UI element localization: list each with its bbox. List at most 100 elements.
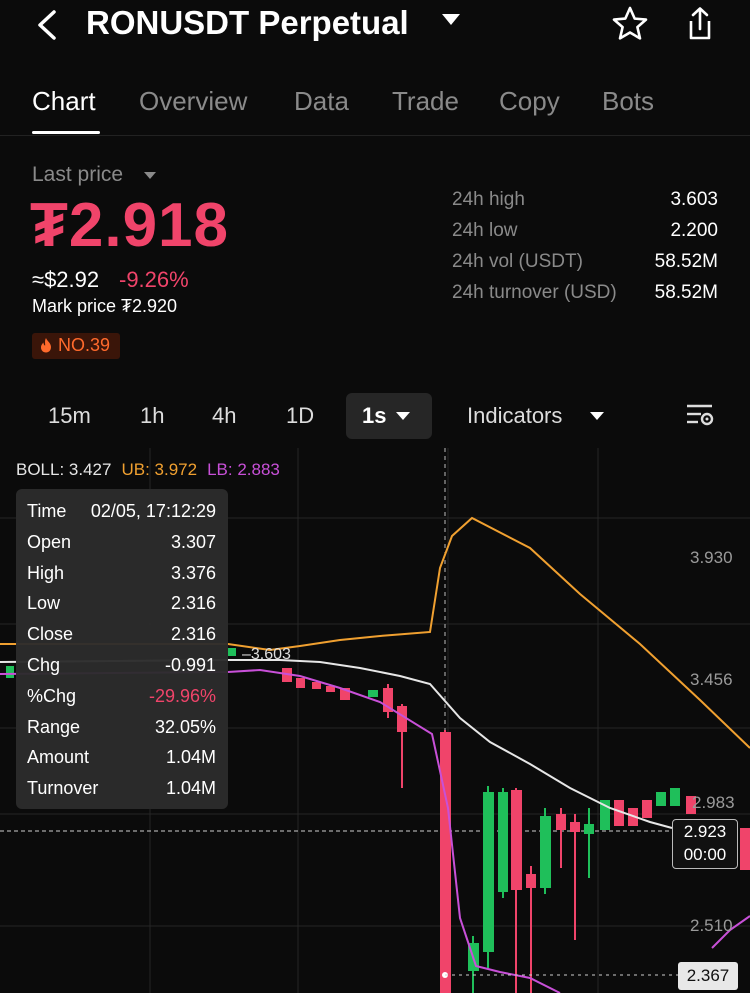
candle: [600, 800, 610, 830]
fire-icon: [40, 335, 52, 356]
tooltip-label: Amount: [27, 747, 90, 768]
tooltip-row: Amount 1.04M: [27, 745, 216, 776]
tooltip-label: Range: [27, 716, 81, 737]
top-bar: RONUSDT Perpetual: [0, 0, 750, 60]
caret-down-icon[interactable]: [144, 172, 156, 179]
candle: [498, 792, 508, 892]
current-price-tag: 2.923 00:00: [672, 819, 738, 869]
tooltip-label: Close: [27, 624, 74, 645]
tooltip-value: 3.376: [170, 562, 216, 583]
candle: [670, 788, 680, 806]
tab-copy[interactable]: Copy: [499, 86, 560, 116]
tooltip-label: High: [27, 562, 65, 583]
candle: [228, 648, 236, 656]
price-axis-label: 2.983: [692, 793, 735, 812]
price-axis-label: 3.456: [690, 670, 733, 689]
ohlc-tooltip: Time 02/05, 17:12:29 Open 3.307 High 3.376 …: [16, 489, 228, 809]
stat-24h-turnover: 24h turnover (USD) 58.52M: [452, 282, 718, 313]
tooltip-value: -29.96%: [148, 685, 216, 706]
active-tab-indicator: [32, 131, 100, 134]
interval-selected-label: 1s: [362, 403, 387, 428]
boll-upper-value: UB: 3.972: [121, 460, 198, 479]
interval-15m[interactable]: 15m: [48, 403, 91, 428]
boll-lower-line: [711, 915, 750, 949]
tab-chart[interactable]: Chart: [32, 86, 96, 116]
caret-down-icon[interactable]: [442, 14, 460, 25]
tooltip-label: Time: [27, 501, 67, 521]
candle: [556, 814, 566, 830]
price-axis-label: 2.510: [690, 916, 733, 935]
candle: [584, 824, 594, 834]
candle: [540, 816, 551, 888]
candles: [6, 648, 750, 993]
tooltip-value: 32.05%: [154, 716, 216, 737]
tooltip-row: Low 2.316: [27, 591, 216, 622]
stat-value: 2.200: [670, 220, 718, 241]
boll-lower-line: [0, 668, 561, 993]
interval-selected[interactable]: 1s: [346, 393, 432, 439]
candle: [656, 792, 666, 806]
candle: [340, 688, 350, 700]
change-percent: -9.26%: [119, 267, 189, 292]
tooltip-row: Close 2.316: [27, 622, 216, 653]
candle-countdown: 00:00: [683, 845, 727, 864]
mark-price: Mark price ₮2.920: [32, 296, 178, 316]
boll-legend: BOLL: 3.427 UB: 3.972 LB: 2.883: [16, 460, 280, 480]
interval-1h[interactable]: 1h: [140, 403, 165, 428]
tab-bots[interactable]: Bots: [602, 86, 655, 116]
boll-lower-value: LB: 2.883: [207, 460, 280, 479]
usd-price: ≈$2.92: [32, 267, 100, 292]
tooltip-label: Open: [27, 531, 72, 552]
candle: [326, 686, 335, 692]
boll-mid-line: [0, 659, 673, 829]
tooltip-value: 3.307: [170, 531, 216, 552]
boll-mid-value: BOLL: 3.427: [16, 460, 112, 479]
ticker-stats: 24h high 3.603 24h low 2.200 24h vol (US…: [452, 189, 718, 313]
tooltip-row: Time 02/05, 17:12:29: [27, 499, 216, 530]
stat-value: 58.52M: [654, 251, 718, 272]
tab-data[interactable]: Data: [294, 86, 349, 116]
chevron-left-icon[interactable]: [34, 8, 60, 51]
interval-bar: 15m 1h 4h 1D 1s Indicators: [0, 393, 750, 441]
star-icon[interactable]: [610, 4, 650, 44]
current-price-value: 2.923: [683, 822, 727, 841]
candle: [483, 792, 494, 952]
tooltip-value: 2.316: [170, 624, 216, 645]
candle: [312, 682, 321, 689]
last-price: ₮2.918: [30, 191, 230, 260]
rank-badge-label: NO.39: [58, 335, 111, 355]
rank-badge[interactable]: NO.39: [32, 333, 121, 359]
tooltip-label: Chg: [27, 654, 61, 675]
tooltip-value: 02/05, 17:12:29: [90, 501, 216, 521]
tooltip-row: Open 3.307: [27, 530, 216, 561]
indicators-button[interactable]: Indicators: [467, 403, 563, 428]
tab-overview[interactable]: Overview: [139, 86, 248, 116]
tooltip-label: Low: [27, 593, 61, 614]
candle: [740, 828, 750, 870]
interval-1d[interactable]: 1D: [286, 403, 315, 428]
interval-4h[interactable]: 4h: [212, 403, 237, 428]
tab-bar: Chart Overview Data Trade Copy Bots: [0, 80, 750, 136]
tooltip-label: Turnover: [27, 778, 99, 799]
candle: [511, 790, 522, 890]
last-price-selector[interactable]: Last price: [32, 163, 124, 186]
caret-down-icon[interactable]: [590, 412, 604, 420]
low-price-tag: 2.367: [678, 962, 738, 990]
tooltip-value: 1.04M: [165, 747, 216, 768]
share-icon[interactable]: [680, 4, 720, 44]
candle: [686, 796, 696, 814]
stat-label: 24h turnover (USD): [452, 282, 617, 303]
candle: [6, 666, 14, 678]
tooltip-row: %Chg -29.96%: [27, 684, 216, 715]
page-title[interactable]: RONUSDT Perpetual: [86, 4, 409, 41]
stat-value: 3.603: [670, 189, 718, 210]
high-marker: –3.603: [242, 646, 291, 663]
tab-trade[interactable]: Trade: [392, 86, 459, 116]
chart-settings-icon[interactable]: [684, 399, 716, 431]
tooltip-value: 1.04M: [165, 778, 216, 799]
stat-value: 58.52M: [654, 282, 718, 303]
candlestick-chart[interactable]: [0, 448, 750, 993]
candle: [397, 706, 407, 732]
tooltip-row: Turnover 1.04M: [27, 776, 216, 807]
stat-24h-low: 24h low 2.200: [452, 220, 718, 251]
